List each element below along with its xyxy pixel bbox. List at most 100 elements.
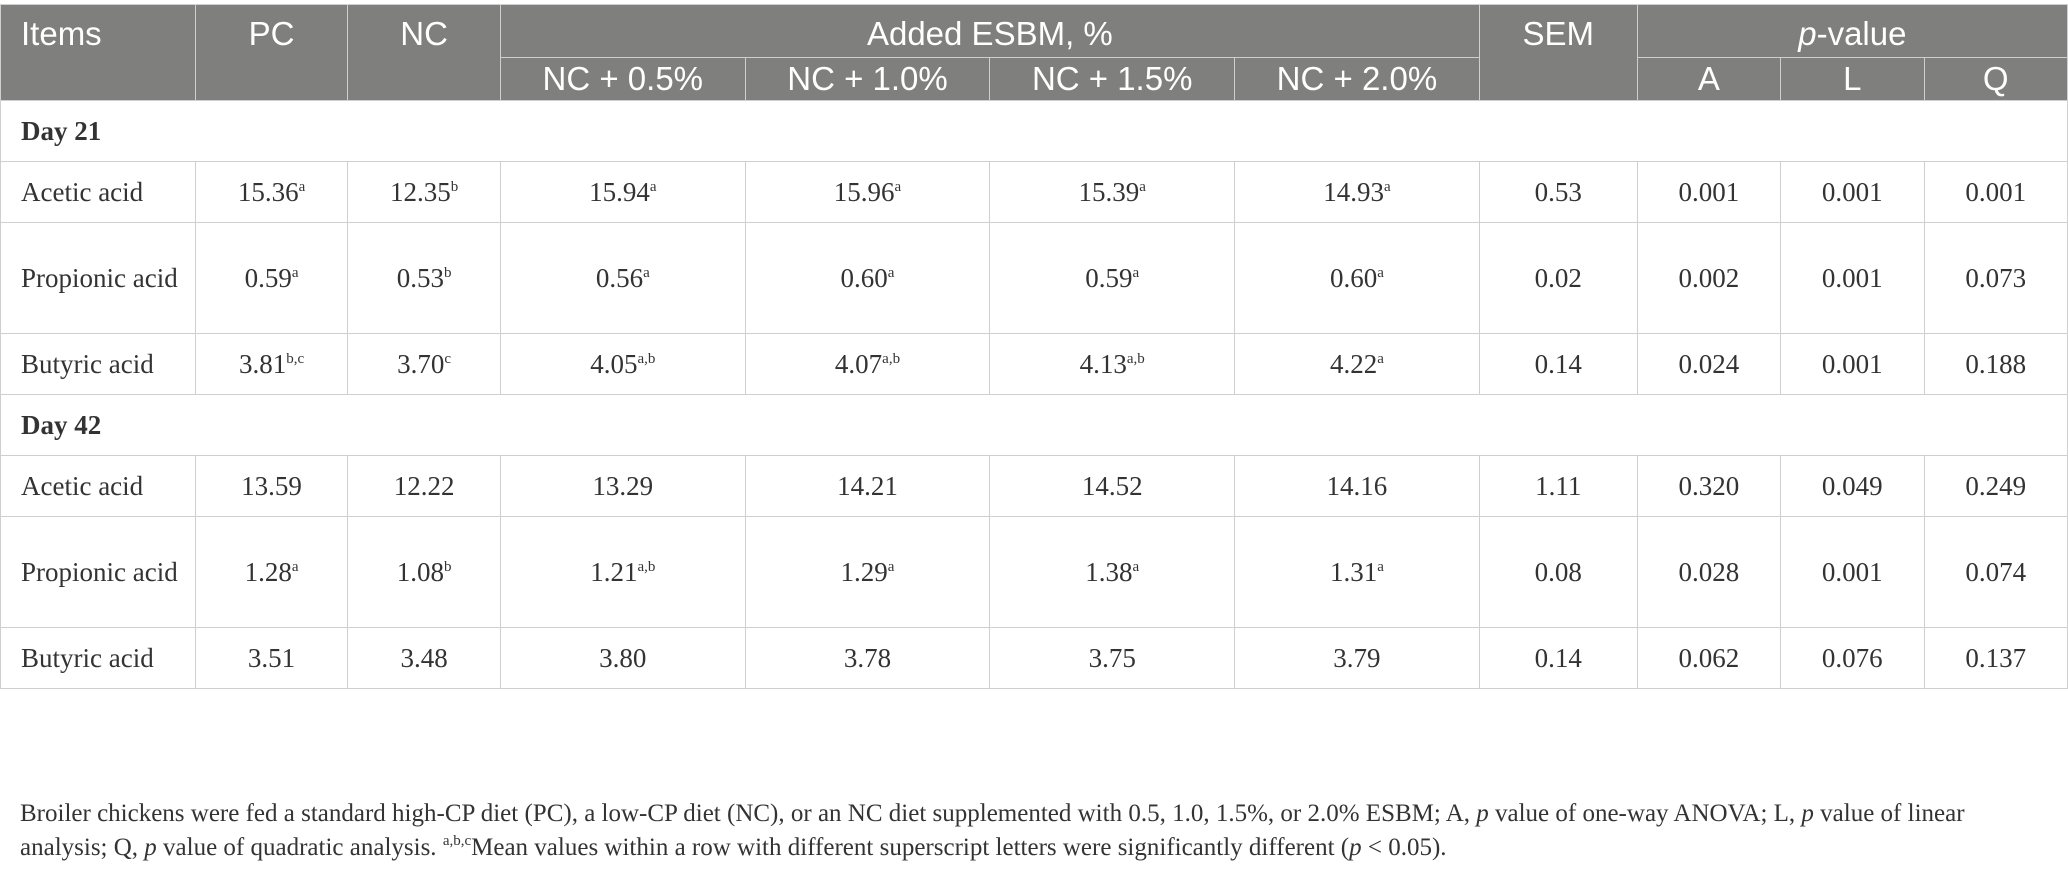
- pvalue-cell: 0.074: [1923, 516, 2068, 628]
- value-cell: 3.70c: [347, 333, 501, 395]
- significance-superscript: a,b: [637, 350, 656, 367]
- value: 0.60: [1329, 262, 1378, 293]
- value: 0.59: [1085, 262, 1133, 293]
- col-header-l: L: [1780, 57, 1925, 101]
- value: 14.52: [1081, 470, 1143, 501]
- pvalue-cell: 0.001: [1636, 161, 1782, 223]
- section-title: Day 42: [0, 394, 2068, 456]
- significance-superscript: a,b: [882, 350, 901, 367]
- row-label: Acetic acid: [0, 161, 196, 223]
- value: 3.51: [247, 642, 296, 673]
- significance-superscript: a: [1132, 558, 1140, 575]
- value: 13.29: [592, 470, 654, 501]
- significance-superscript: a: [291, 558, 299, 575]
- value: 15.94: [589, 176, 650, 207]
- value-cell: 3.48: [347, 627, 501, 689]
- value: 4.22: [1329, 348, 1378, 379]
- table-body: Day 21 Acetic acid 15.36a 12.35b 15.94a 15.96…: [0, 100, 2068, 689]
- col-header-nc-2-0: NC + 2.0%: [1234, 57, 1480, 101]
- pvalue-cell: 0.076: [1780, 627, 1925, 689]
- value: 3.48: [400, 642, 448, 673]
- col-header-nc-1-0: NC + 1.0%: [744, 57, 991, 101]
- value-cell: 4.07a,b: [744, 333, 991, 395]
- value-cell: 15.36a: [194, 161, 349, 223]
- significance-superscript: a: [1377, 264, 1384, 281]
- table-row: Propionic acid 1.28a 1.08b 1.21a,b 1.29a 1.38…: [0, 516, 2068, 628]
- value-cell: 0.56a: [499, 222, 746, 334]
- row-label: Propionic acid: [0, 222, 196, 334]
- significance-superscript: a: [1132, 264, 1140, 281]
- table-row: Acetic acid 13.59 12.22 13.29 14.21 14.52 14.1…: [0, 455, 2068, 517]
- value-cell: 13.59: [194, 455, 349, 517]
- col-header-nc-1-5: NC + 1.5%: [989, 57, 1236, 101]
- value-cell: 13.29: [499, 455, 746, 517]
- col-header-a: A: [1636, 57, 1782, 101]
- value: 15.36: [237, 176, 299, 207]
- row-label: Acetic acid: [0, 455, 196, 517]
- value-cell: 3.80: [499, 627, 746, 689]
- value: 12.35: [390, 176, 451, 207]
- section-title: Day 21: [0, 100, 2068, 162]
- col-header-q: Q: [1923, 57, 2068, 101]
- value-cell: 0.60a: [744, 222, 991, 334]
- value: 0.59: [244, 262, 292, 293]
- pvalue-cell: 0.073: [1923, 222, 2068, 334]
- value: 1.38: [1085, 556, 1133, 587]
- table-header: Items PC NC Added ESBM, % SEM p-value NC…: [0, 4, 2068, 101]
- value: 0.56: [595, 262, 644, 293]
- significance-superscript: b: [450, 178, 459, 195]
- value: 3.78: [843, 642, 892, 673]
- value-cell: 15.39a: [989, 161, 1236, 223]
- value-cell: 0.53b: [347, 222, 501, 334]
- significance-superscript: b: [444, 264, 452, 281]
- sem-cell: 0.53: [1478, 161, 1638, 223]
- value: 3.75: [1088, 642, 1136, 673]
- pvalue-p: p: [1798, 15, 1817, 52]
- pvalue-cell: 0.188: [1923, 333, 2068, 395]
- pvalue-cell: 0.001: [1780, 161, 1925, 223]
- value-cell: 14.16: [1234, 455, 1480, 517]
- value: 4.13: [1079, 348, 1127, 379]
- pvalue-cell: 0.002: [1636, 222, 1782, 334]
- value: 1.08: [396, 556, 444, 587]
- value: 1.31: [1329, 556, 1378, 587]
- sem-cell: 0.02: [1478, 222, 1638, 334]
- table-row: Acetic acid 15.36a 12.35b 15.94a 15.96a 15.39…: [0, 161, 2068, 223]
- col-group-pvalue: p-value: [1636, 4, 2068, 58]
- pvalue-cell: 0.001: [1923, 161, 2068, 223]
- value-cell: 0.60a: [1234, 222, 1480, 334]
- value: 13.59: [241, 470, 302, 501]
- value: 4.05: [590, 348, 638, 379]
- pvalue-cell: 0.001: [1780, 222, 1925, 334]
- row-label: Propionic acid: [0, 516, 196, 628]
- value: 3.70: [397, 348, 445, 379]
- significance-superscript: a: [887, 264, 895, 281]
- table-row: Propionic acid 0.59a 0.53b 0.56a 0.60a 0.59a 0…: [0, 222, 2068, 334]
- significance-superscript: a: [649, 178, 657, 195]
- value-cell: 14.21: [744, 455, 991, 517]
- value-cell: 0.59a: [989, 222, 1236, 334]
- value-cell: 1.38a: [989, 516, 1236, 628]
- row-label: Butyric acid: [0, 627, 196, 689]
- row-label: Butyric acid: [0, 333, 196, 395]
- pvalue-cell: 0.028: [1636, 516, 1782, 628]
- significance-superscript: a,b: [637, 558, 656, 575]
- value: 1.29: [840, 556, 888, 587]
- table-row: Butyric acid 3.81b,c 3.70c 4.05a,b 4.07a,b 4.…: [0, 333, 2068, 395]
- significance-superscript: a: [298, 178, 306, 195]
- table-footnote: Broiler chickens were fed a standard hig…: [20, 800, 1965, 861]
- significance-superscript: a: [1139, 178, 1146, 195]
- significance-superscript: a,b: [1126, 350, 1145, 367]
- sem-cell: 0.14: [1478, 627, 1638, 689]
- significance-superscript: b: [444, 558, 452, 575]
- significance-superscript: a: [894, 178, 902, 195]
- value-cell: 3.81b,c: [194, 333, 349, 395]
- pvalue-cell: 0.024: [1636, 333, 1782, 395]
- sem-cell: 0.14: [1478, 333, 1638, 395]
- pvalue-cell: 0.137: [1923, 627, 2068, 689]
- value-cell: 0.59a: [194, 222, 349, 334]
- sem-cell: 0.08: [1478, 516, 1638, 628]
- value-cell: 3.75: [989, 627, 1236, 689]
- value-cell: 3.79: [1234, 627, 1480, 689]
- pvalue-cell: 0.049: [1780, 455, 1925, 517]
